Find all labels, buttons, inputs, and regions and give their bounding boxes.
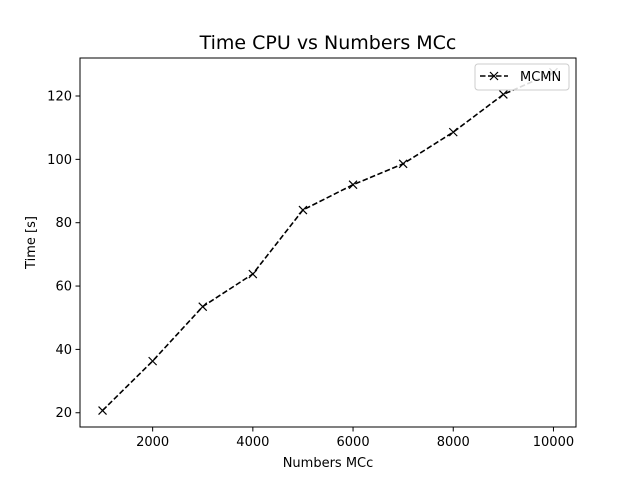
y-tick-label: 80 — [55, 216, 72, 231]
x-tick-label: 8000 — [437, 435, 470, 450]
data-point-marker — [98, 406, 107, 415]
data-point-marker — [148, 356, 158, 366]
data-point-marker — [498, 90, 508, 99]
series-line-mcmn — [101, 71, 554, 412]
legend-label-mcmn: MCMN — [520, 70, 561, 85]
legend-x-marker — [489, 71, 499, 81]
data-point-marker — [348, 180, 358, 190]
axes-frame — [79, 57, 577, 428]
legend: MCMN — [474, 63, 570, 91]
x-axis-label: Numbers MCc — [283, 456, 374, 471]
data-point-marker — [398, 159, 408, 169]
y-tick-label: 40 — [55, 343, 72, 358]
y-tick-label: 60 — [55, 280, 72, 295]
y-axis-ticks: 20 40 60 80 100 120 — [47, 90, 80, 421]
x-tick-label: 10000 — [533, 435, 574, 450]
data-point-marker — [248, 269, 258, 279]
x-tick-label: 4000 — [236, 435, 269, 450]
x-tick-label: 6000 — [337, 435, 370, 450]
chart-title: Time CPU vs Numbers MCc — [199, 32, 457, 54]
y-tick-label: 20 — [55, 406, 72, 421]
y-tick-label: 100 — [47, 153, 72, 168]
y-tick-label: 120 — [47, 90, 72, 105]
data-point-marker — [448, 127, 458, 137]
y-axis-label: Time [s] — [24, 216, 39, 270]
data-point-marker — [298, 205, 308, 215]
legend-box — [474, 63, 570, 91]
x-tick-label: 2000 — [136, 435, 169, 450]
data-point-marker — [198, 302, 208, 312]
x-axis-ticks: 2000 4000 6000 8000 10000 — [136, 427, 574, 450]
